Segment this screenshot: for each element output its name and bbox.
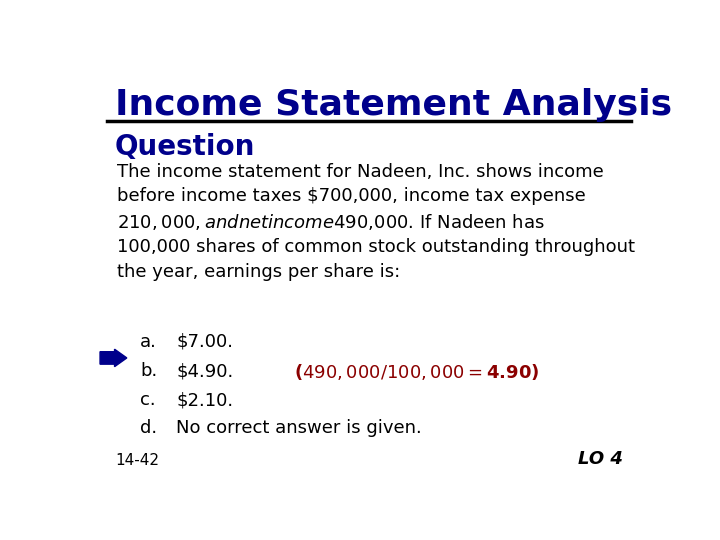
Text: $4.90.: $4.90.	[176, 362, 234, 380]
Text: Question: Question	[115, 133, 256, 161]
Text: $7.00.: $7.00.	[176, 333, 233, 351]
Text: d.: d.	[140, 419, 158, 437]
Text: $2.10.: $2.10.	[176, 391, 233, 409]
Text: Income Statement Analysis: Income Statement Analysis	[115, 87, 672, 122]
Text: b.: b.	[140, 362, 158, 380]
Text: ($490,000 / 100,000 = $4.90): ($490,000 / 100,000 = $4.90)	[294, 362, 539, 382]
Text: LO 4: LO 4	[578, 450, 623, 468]
Text: No correct answer is given.: No correct answer is given.	[176, 419, 422, 437]
Text: c.: c.	[140, 391, 156, 409]
Text: The income statement for Nadeen, Inc. shows income
before income taxes $700,000,: The income statement for Nadeen, Inc. sh…	[117, 163, 635, 281]
Text: a.: a.	[140, 333, 157, 351]
Text: 14-42: 14-42	[115, 453, 159, 468]
FancyArrow shape	[100, 349, 127, 367]
